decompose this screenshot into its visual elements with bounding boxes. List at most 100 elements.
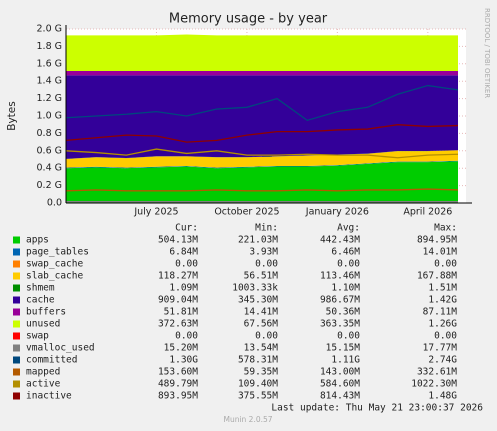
- legend-swatch: [13, 236, 20, 244]
- legend-value: 50.36M: [326, 307, 361, 318]
- legend-value: 0.00: [434, 331, 457, 342]
- line: [65, 188, 459, 192]
- legend-label: buffers: [26, 307, 66, 318]
- legend-label: vmalloc_used: [26, 343, 95, 354]
- legend-swatch: [13, 248, 20, 256]
- legend-swatch: [13, 392, 20, 400]
- legend-value: 221.03M: [238, 235, 278, 246]
- legend-label: page_tables: [26, 247, 89, 258]
- legend-swatch: [13, 320, 20, 328]
- legend-value: 56.51M: [244, 271, 279, 282]
- legend-value: 1.30G: [169, 355, 198, 366]
- legend-value: 1.26G: [428, 319, 457, 330]
- line: [65, 124, 459, 143]
- legend-swatch: [13, 344, 20, 352]
- legend-value: 15.15M: [326, 343, 361, 354]
- legend-value: 109.40M: [238, 379, 278, 390]
- y-tick-label: 0.8 G: [37, 128, 63, 139]
- legend-value: 51.81M: [164, 307, 199, 318]
- legend-value: 345.30M: [238, 295, 278, 306]
- legend-value: 17.77M: [423, 343, 458, 354]
- side-text: RRDTOOL / TOBI OETIKER: [483, 8, 491, 98]
- legend-label: committed: [26, 355, 77, 366]
- legend-swatch: [13, 380, 20, 388]
- legend-swatch: [13, 356, 20, 364]
- legend-value: 14.01M: [423, 247, 458, 258]
- legend-swatch: [13, 296, 20, 304]
- legend-value: 986.67M: [320, 295, 360, 306]
- legend-label: swap_cache: [26, 259, 83, 270]
- legend-value: 3.93M: [249, 247, 278, 258]
- legend-value: 6.84M: [169, 247, 198, 258]
- x-tick-label: October 2025: [214, 207, 279, 218]
- legend-value: 118.27M: [158, 271, 198, 282]
- legend-label: shmem: [26, 283, 55, 294]
- legend-label: mapped: [26, 367, 60, 378]
- legend-label: unused: [26, 319, 60, 330]
- legend-value: 143.00M: [320, 367, 360, 378]
- legend-value: 1.42G: [428, 295, 457, 306]
- legend-swatch: [13, 260, 20, 268]
- legend-value: 1.11G: [331, 355, 360, 366]
- legend-value: 584.60M: [320, 379, 360, 390]
- area: [66, 75, 458, 159]
- legend-value: 67.56M: [244, 319, 279, 330]
- legend-value: 0.00: [255, 259, 278, 270]
- area: [66, 160, 458, 169]
- legend-header: Cur:: [175, 223, 198, 234]
- legend-value: 153.60M: [158, 367, 198, 378]
- legend-value: 489.79M: [158, 379, 198, 390]
- y-tick-label: 0.6 G: [37, 145, 63, 156]
- legend-value: 578.31M: [238, 355, 278, 366]
- legend-value: 442.43M: [320, 235, 360, 246]
- y-tick-label: 1.6 G: [37, 58, 63, 69]
- legend-value: 1.51M: [428, 283, 457, 294]
- y-tick-label: 1.2 G: [37, 93, 63, 104]
- legend-swatch: [13, 368, 20, 376]
- legend-value: 0.00: [434, 259, 457, 270]
- legend-label: cache: [26, 295, 55, 306]
- y-tick-label: 0.4 G: [37, 163, 63, 174]
- y-tick-label: 1.4 G: [37, 76, 63, 87]
- legend-value: 332.61M: [417, 367, 457, 378]
- legend-label: swap: [26, 331, 49, 342]
- legend-value: 1.48G: [428, 391, 457, 402]
- legend-value: 1.09M: [169, 283, 198, 294]
- legend-value: 113.46M: [320, 271, 360, 282]
- legend-label: active: [26, 379, 61, 390]
- credit: Munin 2.0.57: [223, 415, 272, 424]
- legend-value: 894.95M: [417, 235, 457, 246]
- x-tick-label: April 2026: [403, 207, 452, 218]
- legend-value: 1022.30M: [411, 379, 457, 390]
- area: [66, 150, 458, 159]
- y-tick-label: 1.0 G: [37, 111, 63, 122]
- legend-label: slab_cache: [26, 271, 83, 282]
- legend-value: 1003.33k: [232, 283, 278, 294]
- legend-value: 893.95M: [158, 391, 198, 402]
- x-tick-label: January 2026: [305, 207, 369, 218]
- legend-value: 59.35M: [244, 367, 279, 378]
- legend-value: 14.41M: [244, 307, 279, 318]
- legend-value: 0.00: [175, 331, 198, 342]
- legend-swatch: [13, 308, 20, 316]
- legend-value: 167.88M: [417, 271, 457, 282]
- y-tick-label: 0.0: [47, 198, 62, 209]
- legend-value: 13.54M: [244, 343, 279, 354]
- legend-label: apps: [26, 235, 49, 246]
- legend-swatch: [13, 332, 20, 340]
- area: [66, 71, 458, 76]
- legend-swatch: [13, 272, 20, 280]
- area: [66, 161, 458, 203]
- y-tick-label: 1.8 G: [37, 41, 63, 52]
- legend-label: inactive: [26, 391, 72, 402]
- legend-value: 1.10M: [331, 283, 360, 294]
- line: [65, 84, 459, 122]
- x-tick-label: July 2025: [133, 207, 178, 218]
- legend-header: Min:: [255, 223, 278, 234]
- legend-value: 0.00: [337, 331, 360, 342]
- legend-value: 0.00: [255, 331, 278, 342]
- legend-value: 363.35M: [320, 319, 360, 330]
- legend-value: 504.13M: [158, 235, 198, 246]
- footer: Last update: Thu May 21 23:00:37 2026: [271, 403, 483, 414]
